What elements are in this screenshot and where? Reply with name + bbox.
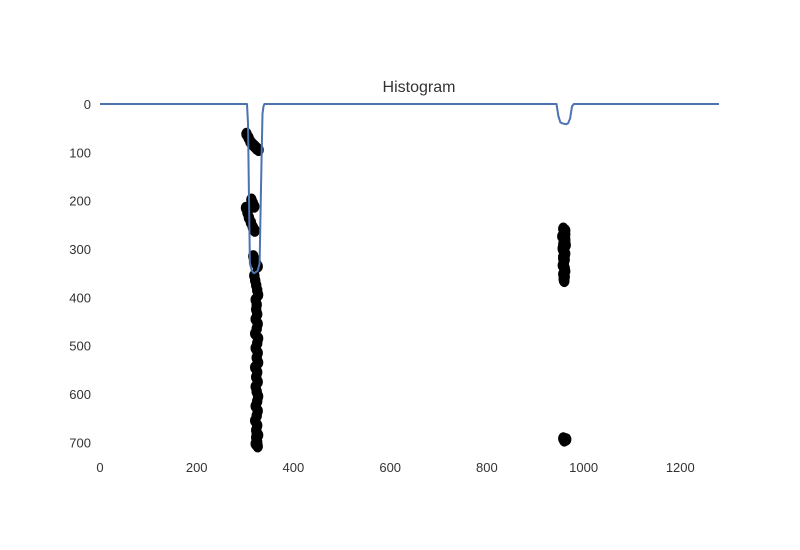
series-line [100,103,719,275]
data-point [561,433,572,446]
x-tick-label: 0 [96,460,103,475]
y-tick-label: 600 [69,387,91,402]
data-point [560,235,571,248]
y-tick-label: 700 [69,435,91,450]
x-tick-label: 1000 [569,460,598,475]
y-tick-label: 0 [84,97,91,112]
y-tick-label: 400 [69,290,91,305]
x-tick-label: 800 [476,460,498,475]
y-tick-label: 100 [69,145,91,160]
data-point [559,225,570,239]
y-tick-label: 200 [69,194,91,209]
y-tick-label: 500 [69,339,91,354]
x-tick-label: 200 [186,460,208,475]
data-point [558,252,569,265]
data-point [251,426,262,439]
chart-title: Histogram [382,79,456,96]
data-point [249,224,260,237]
x-tick-label: 400 [283,460,305,475]
x-tick-label: 1200 [666,460,695,475]
data-point [558,271,569,285]
y-tick-label: 300 [69,242,91,257]
x-tick-label: 600 [379,460,401,475]
data-point [249,200,260,213]
data-point [559,262,570,275]
